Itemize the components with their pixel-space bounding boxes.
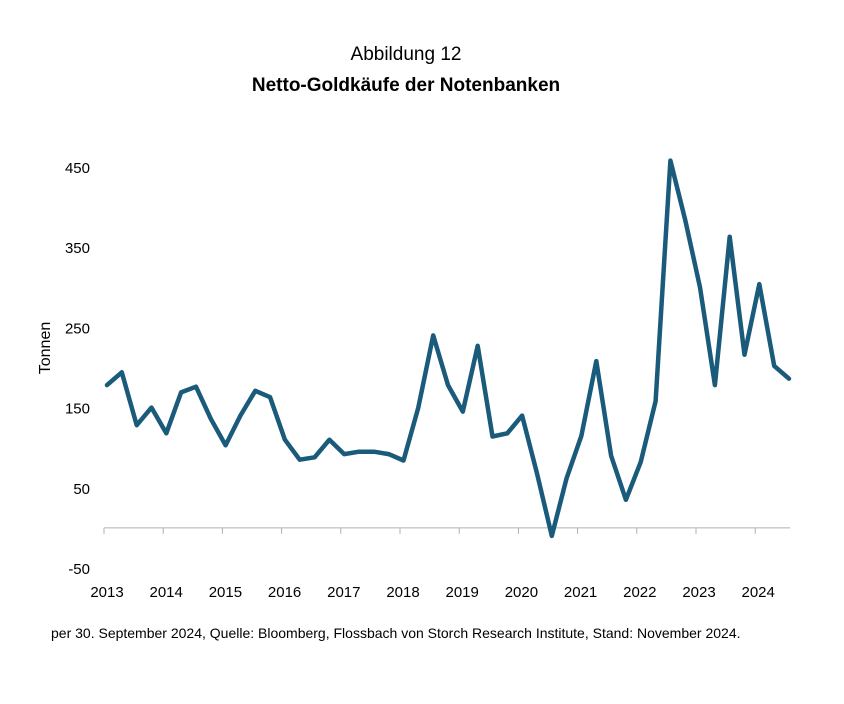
series-line: [104, 158, 792, 539]
series-group: [104, 158, 792, 539]
y-tick-label: 350: [65, 240, 90, 257]
y-axis-label: Tonnen: [37, 322, 54, 375]
x-tick-label: 2023: [682, 584, 715, 601]
y-tick-label: 50: [73, 481, 90, 498]
y-tick-label: 150: [65, 401, 90, 418]
x-tick-label: 2024: [742, 584, 775, 601]
figure-number: Abbildung 12: [350, 44, 462, 65]
x-tick-label: 2013: [90, 584, 123, 601]
chart-title: Netto-Goldkäufe der Notenbanken: [251, 75, 561, 96]
y-tick-label: 450: [65, 160, 90, 177]
y-tick-label: 250: [65, 320, 90, 337]
x-tick-label: 2021: [564, 584, 597, 601]
x-tick-label: 2014: [150, 584, 183, 601]
x-tick-label: 2016: [268, 584, 301, 601]
y-axis-ticks: 450 350 250 150 50 -50: [65, 160, 90, 578]
x-tick-label: 2018: [386, 584, 419, 601]
x-axis-ticks: 2013 2014 2015 2016 2017 2018 2019 2020 2021 2022…: [90, 527, 775, 601]
x-tick-label: 2019: [446, 584, 479, 601]
x-tick-label: 2017: [327, 584, 360, 601]
x-tick-label: 2020: [505, 584, 538, 601]
y-tick-label: -50: [68, 561, 90, 578]
x-tick-label: 2015: [209, 584, 242, 601]
source-footnote: per 30. September 2024, Quelle: Bloomber…: [51, 625, 741, 641]
x-tick-label: 2022: [623, 584, 656, 601]
